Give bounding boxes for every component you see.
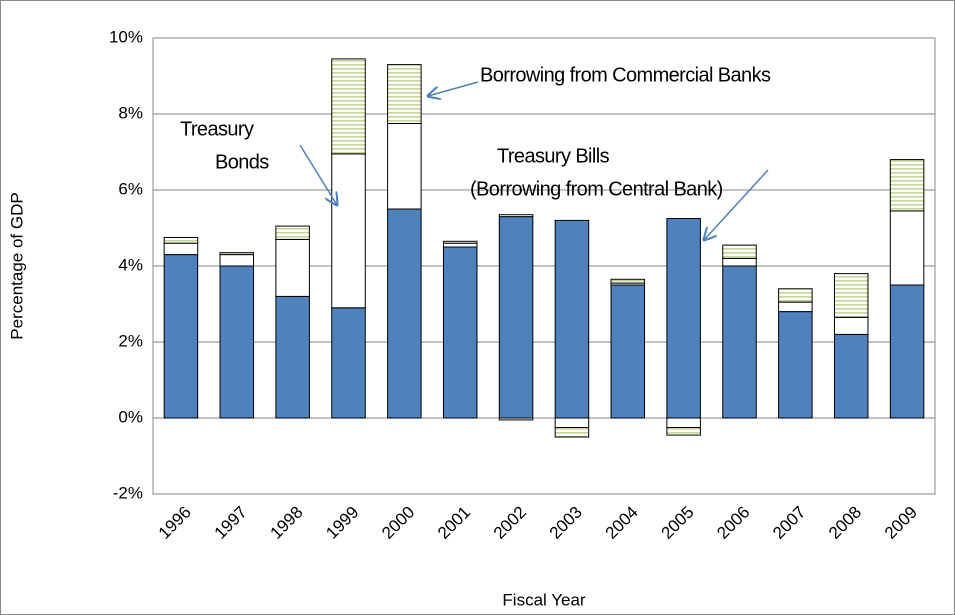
bar-segment bbox=[554, 219, 590, 419]
bar-segment bbox=[498, 214, 534, 218]
bar-segment bbox=[275, 225, 310, 240]
bar-segment bbox=[666, 218, 701, 419]
bar-segment bbox=[442, 246, 478, 419]
annotation-arrow bbox=[428, 81, 479, 96]
bar-segment bbox=[833, 273, 869, 318]
annotation: Treasury Bills bbox=[497, 145, 610, 167]
bar-segment bbox=[219, 265, 255, 419]
annotation: Borrowing from Commercial Banks bbox=[480, 64, 771, 86]
bar-segment bbox=[442, 240, 478, 244]
bar-segment bbox=[331, 58, 366, 155]
y-tick-label: -2% bbox=[113, 483, 143, 502]
bar-segment bbox=[163, 242, 199, 256]
bar-segment bbox=[889, 159, 925, 212]
annotation-arrow bbox=[704, 169, 769, 240]
x-axis-label: Fiscal Year bbox=[502, 590, 585, 609]
bar-segment bbox=[666, 427, 701, 436]
bar-segment bbox=[833, 333, 869, 419]
y-tick-label: 8% bbox=[118, 103, 143, 122]
bar-segment bbox=[722, 257, 757, 267]
y-tick-label: 6% bbox=[118, 179, 143, 198]
bar-segment bbox=[778, 311, 813, 419]
annotation: Bonds bbox=[215, 151, 269, 173]
y-tick-label: 2% bbox=[118, 331, 143, 350]
bar-segment bbox=[722, 265, 757, 419]
bar-segment bbox=[163, 237, 199, 244]
bar-segment bbox=[219, 252, 255, 256]
y-tick-label: 4% bbox=[118, 255, 143, 274]
bar-segment bbox=[387, 64, 422, 124]
bar-segment bbox=[331, 153, 366, 309]
bar-segment bbox=[610, 278, 646, 284]
bar-segment bbox=[387, 123, 422, 210]
bar-segment bbox=[666, 417, 701, 428]
bar-segment bbox=[889, 284, 925, 419]
annotation: (Borrowing from Central Bank) bbox=[470, 178, 723, 200]
bar-segment bbox=[387, 208, 422, 419]
bar-segment bbox=[442, 242, 478, 248]
annotation: Treasury bbox=[180, 118, 254, 140]
bar-segment bbox=[610, 284, 646, 419]
y-tick-label: 10% bbox=[109, 27, 143, 46]
bar-segment bbox=[554, 427, 590, 438]
y-tick-label: 0% bbox=[118, 407, 143, 426]
bar-segment bbox=[722, 244, 757, 259]
annotation-arrow bbox=[299, 144, 337, 205]
bar-segment bbox=[554, 417, 590, 428]
bar-segment bbox=[498, 417, 534, 421]
bar-segment bbox=[275, 238, 310, 297]
y-axis-label: Percentage of GDP bbox=[7, 192, 26, 339]
bar-segment bbox=[331, 307, 366, 419]
bar-segment bbox=[778, 301, 813, 313]
bar-segment bbox=[275, 295, 310, 419]
bar-segment bbox=[889, 210, 925, 286]
bar-segment bbox=[833, 316, 869, 335]
bar-segment bbox=[219, 254, 255, 267]
bar-segment bbox=[163, 254, 199, 419]
bar-segment bbox=[498, 216, 534, 419]
bar-segment bbox=[778, 288, 813, 303]
